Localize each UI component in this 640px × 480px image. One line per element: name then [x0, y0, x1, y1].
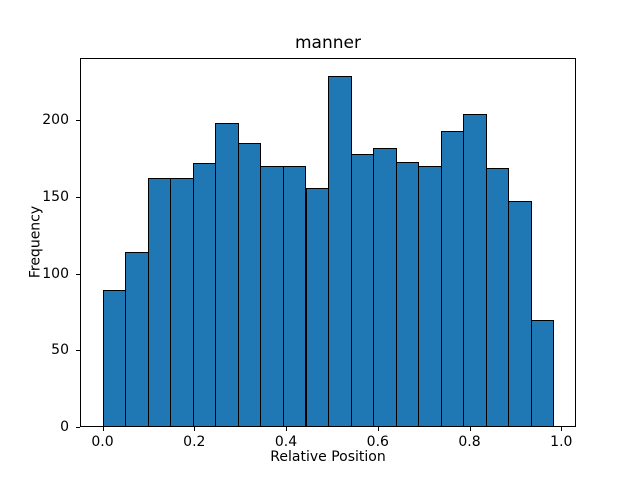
y-tick-label: 150	[42, 188, 69, 205]
x-tick-label: 0.8	[458, 434, 481, 450]
x-tick-label: 0.0	[91, 434, 114, 450]
x-tick-mark	[286, 427, 287, 431]
y-tick-mark	[76, 427, 80, 428]
x-tick-mark	[102, 427, 104, 431]
x-tick-label: 1.0	[550, 434, 573, 450]
y-tick-label: 200	[42, 112, 69, 129]
y-tick-label: 0	[60, 419, 69, 435]
y-tick-mark	[76, 120, 80, 122]
y-tick-mark	[76, 196, 80, 198]
x-tick-mark	[469, 427, 471, 431]
y-tick-label: 100	[42, 265, 69, 282]
x-tick-mark	[194, 427, 196, 431]
y-tick-label: 50	[51, 342, 69, 359]
chart-title: manner	[295, 33, 361, 53]
x-tick-label: 0.4	[274, 434, 298, 450]
x-tick-mark	[561, 427, 563, 431]
y-tick-mark	[76, 273, 80, 275]
x-tick-label: 0.6	[366, 434, 389, 450]
x-tick-label: 0.2	[183, 434, 206, 450]
x-axis-label: Relative Position	[270, 449, 386, 465]
y-tick-mark	[76, 350, 80, 352]
x-tick-mark	[377, 427, 379, 431]
